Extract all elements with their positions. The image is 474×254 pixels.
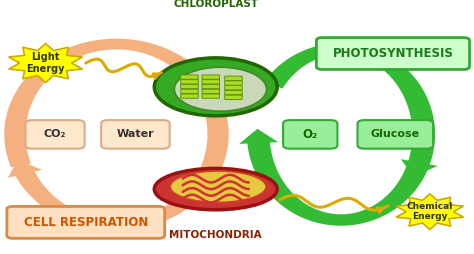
FancyBboxPatch shape (181, 80, 198, 84)
Polygon shape (264, 43, 435, 166)
FancyBboxPatch shape (7, 207, 164, 238)
Ellipse shape (155, 58, 277, 116)
Polygon shape (239, 129, 278, 144)
FancyBboxPatch shape (202, 75, 219, 79)
Text: CO₂: CO₂ (44, 129, 66, 139)
Text: Chemical
Energy: Chemical Energy (407, 202, 453, 221)
Text: CELL RESPIRATION: CELL RESPIRATION (24, 216, 148, 229)
Polygon shape (187, 83, 220, 102)
Polygon shape (4, 39, 214, 167)
FancyBboxPatch shape (101, 120, 170, 149)
Ellipse shape (174, 67, 266, 111)
Polygon shape (8, 160, 42, 178)
Ellipse shape (155, 168, 277, 210)
Polygon shape (9, 43, 82, 83)
Text: PHOTOSYNTHESIS: PHOTOSYNTHESIS (333, 47, 454, 60)
FancyBboxPatch shape (181, 94, 198, 98)
Text: Glucose: Glucose (371, 129, 420, 139)
FancyBboxPatch shape (317, 38, 470, 69)
FancyBboxPatch shape (225, 95, 242, 99)
FancyBboxPatch shape (225, 86, 242, 90)
Polygon shape (247, 141, 429, 226)
FancyBboxPatch shape (225, 81, 242, 85)
FancyBboxPatch shape (283, 120, 337, 149)
FancyBboxPatch shape (181, 75, 198, 79)
Text: Light
Energy: Light Energy (27, 52, 65, 74)
FancyBboxPatch shape (202, 84, 219, 89)
FancyBboxPatch shape (225, 76, 242, 81)
Ellipse shape (170, 171, 266, 202)
Polygon shape (396, 194, 464, 230)
Text: MITOCHONDRIA: MITOCHONDRIA (169, 230, 262, 241)
Text: CHLOROPLAST: CHLOROPLAST (173, 0, 258, 9)
FancyBboxPatch shape (202, 80, 219, 84)
Text: O₂: O₂ (303, 128, 318, 141)
FancyBboxPatch shape (225, 90, 242, 95)
Polygon shape (15, 87, 229, 230)
FancyBboxPatch shape (181, 89, 198, 93)
Text: Water: Water (117, 129, 154, 139)
FancyBboxPatch shape (26, 120, 84, 149)
FancyBboxPatch shape (357, 120, 433, 149)
FancyBboxPatch shape (202, 94, 219, 98)
Polygon shape (401, 159, 438, 177)
FancyBboxPatch shape (181, 84, 198, 89)
FancyBboxPatch shape (202, 89, 219, 93)
